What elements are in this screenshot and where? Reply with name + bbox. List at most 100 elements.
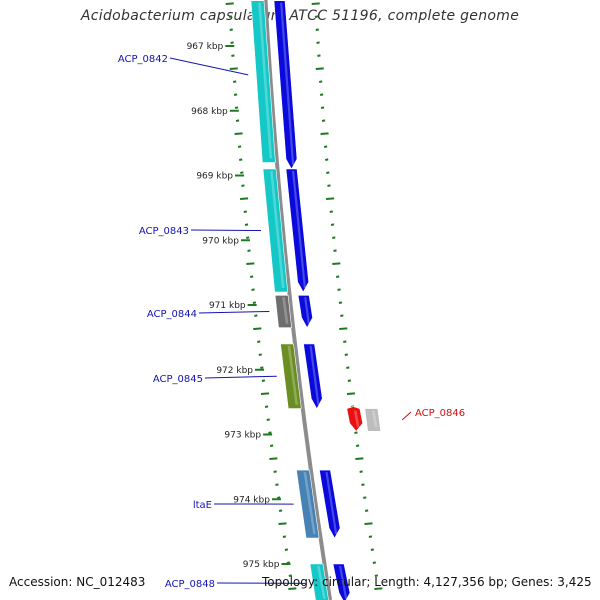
minor-tick [288,587,297,590]
minor-tick [363,496,367,499]
label-layer: ACP_0842 ACP_0843 ACP_0844 ACP_0845 ACP_0846… [118,54,465,590]
minor-tick [344,353,348,356]
minor-tick [323,145,328,148]
minor-tick [275,483,279,486]
feature-f11 [319,469,341,539]
minor-tick [320,106,325,109]
minor-tick [326,197,335,200]
tick-label: 971 kbp [209,301,246,311]
feature-f13 [332,563,351,600]
feature-f7 [303,343,323,410]
minor-tick [338,301,343,304]
minor-tick [316,41,320,44]
minor-tick [333,249,337,252]
minor-tick [370,548,375,551]
gene-label[interactable]: ACP_0846 [415,408,465,419]
minor-tick [284,548,289,551]
feature-f8 [280,343,302,409]
minor-tick [364,509,369,512]
tick-label: 972 kbp [216,366,253,376]
feature-f4 [262,168,289,293]
minor-tick [340,314,344,317]
feature-shine [258,2,273,159]
tick-label: 975 kbp [243,560,280,570]
minor-tick [288,574,293,577]
feature-f10 [364,408,382,432]
minor-tick [278,522,287,525]
label-leader [190,229,262,232]
feature-shine [270,171,285,288]
feature-shine [339,566,348,599]
feature-f5 [297,294,313,329]
minor-tick [249,275,254,278]
minor-tick [237,145,242,148]
minor-tick [354,431,358,434]
minor-tick [368,535,373,538]
label-leader [204,375,277,379]
minor-tick [234,132,243,135]
minor-tick [346,392,356,395]
minor-tick [321,119,326,122]
minor-tick [246,262,255,265]
minor-tick [335,275,340,278]
feature-shine [371,410,378,428]
minor-tick [266,418,270,421]
tick-label: 973 kbp [224,431,261,441]
minor-tick [252,301,257,304]
tick-label: 970 kbp [202,236,239,246]
gene-label[interactable]: ACP_0842 [118,54,168,65]
tick-label: 968 kbp [191,107,228,117]
label-leader [198,310,270,314]
minor-tick [314,15,319,18]
minor-tick [260,392,270,395]
minor-tick [269,444,274,447]
minor-tick [233,93,238,96]
feature-f12 [296,469,320,539]
minor-tick [241,184,245,187]
feature-f14 [309,563,329,600]
gene-label[interactable]: ACP_0848 [165,579,215,590]
minor-tick [311,2,320,5]
minor-tick [359,470,363,473]
minor-tick [246,236,250,239]
tick-label: 969 kbp [196,172,233,182]
minor-tick [318,80,323,83]
minor-tick [247,249,251,252]
minor-tick [229,67,238,70]
feature-shine [282,297,289,324]
minor-tick [231,54,235,57]
gene-label[interactable]: ACP_0843 [139,226,189,237]
feature-shine [353,410,360,428]
minor-tick [364,522,373,525]
gene-label[interactable]: ltaE [193,500,212,511]
minor-tick [374,587,383,590]
accession-text: Accession: NC_012483 [9,575,146,589]
minor-tick [277,496,281,499]
gene-label[interactable]: ACP_0845 [153,374,203,385]
minor-tick [346,366,350,369]
topology-summary: Topology: circular; Length: 4,127,356 bp… [262,575,592,589]
minor-tick [230,41,234,44]
minor-tick [355,444,360,447]
minor-tick [372,561,377,564]
minor-tick [232,80,237,83]
minor-tick [234,106,239,109]
minor-tick [326,171,330,174]
minor-tick [339,327,348,330]
feature-shine [280,2,295,166]
feature-f9 [346,406,364,432]
minor-tick [317,54,321,57]
minor-tick [244,223,249,226]
gene-label[interactable]: ACP_0844 [147,309,197,320]
minor-tick [325,158,329,161]
minor-tick [269,457,278,460]
feature-shine [292,171,306,288]
minor-tick [278,509,283,512]
minor-tick [239,158,243,161]
minor-tick [343,340,347,343]
minor-tick [254,314,258,317]
minor-tick [347,379,352,382]
feature-shine [304,297,310,324]
minor-tick [228,15,233,18]
